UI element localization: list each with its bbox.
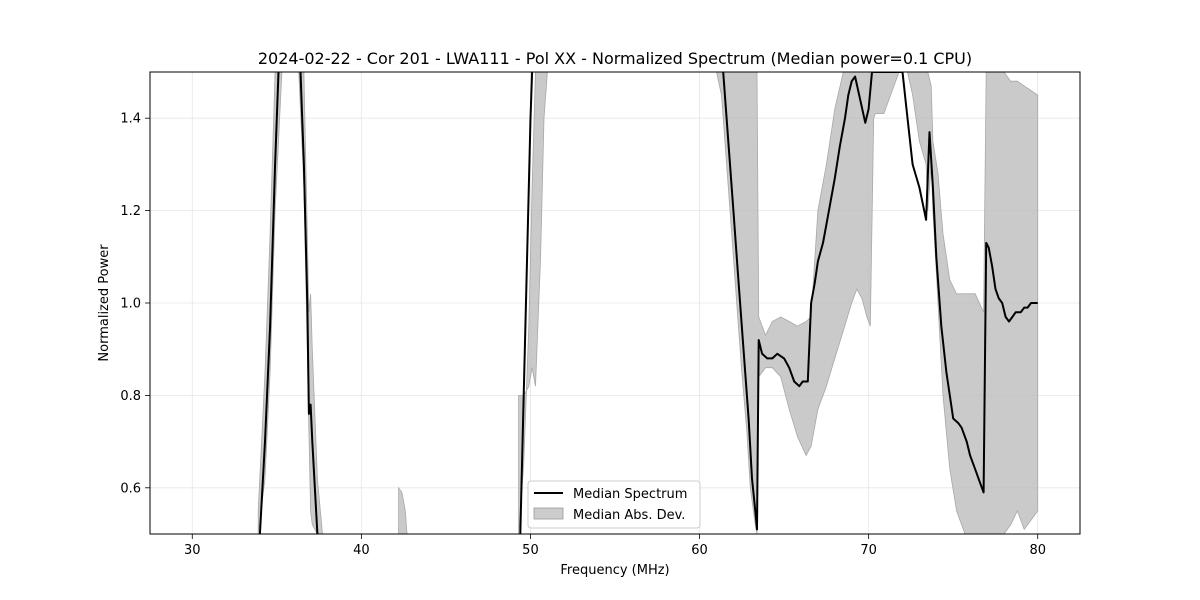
x-tick-label: 40 xyxy=(353,543,370,558)
x-axis-label: Frequency (MHz) xyxy=(560,563,669,578)
y-tick-label: 1.4 xyxy=(120,112,141,127)
x-tick-label: 30 xyxy=(184,543,201,558)
x-tick-label: 70 xyxy=(860,543,877,558)
median-spectrum-group xyxy=(258,72,1038,534)
legend-band-swatch xyxy=(533,507,564,520)
x-tick-label: 50 xyxy=(522,543,539,558)
mad-band xyxy=(518,72,553,534)
legend-box xyxy=(527,480,701,529)
median-spectrum-line xyxy=(722,72,1038,531)
y-tick-label: 0.6 xyxy=(120,481,141,496)
y-tick-label: 1.2 xyxy=(120,204,141,219)
legend-label-median-abs-dev: Median Abs. Dev. xyxy=(573,508,685,523)
legend: Median Spectrum Median Abs. Dev. xyxy=(527,480,701,529)
y-axis-label: Normalized Power xyxy=(97,244,112,362)
chart-title: 2024-02-22 - Cor 201 - LWA111 - Pol XX -… xyxy=(258,49,972,68)
legend-label-median-spectrum: Median Spectrum xyxy=(573,487,687,502)
y-tick-label: 0.8 xyxy=(120,389,141,404)
y-tick-label: 1.0 xyxy=(120,297,141,312)
x-axis-ticks: 30 40 50 60 70 80 xyxy=(184,534,1046,558)
median-spectrum-line xyxy=(299,72,319,534)
y-axis-ticks: 0.6 0.8 1.0 1.2 1.4 xyxy=(120,112,150,496)
x-tick-label: 60 xyxy=(691,543,708,558)
median-spectrum-line xyxy=(258,72,280,534)
mad-band xyxy=(398,486,408,534)
x-tick-label: 80 xyxy=(1029,543,1046,558)
median-spectrum-line xyxy=(519,72,534,534)
